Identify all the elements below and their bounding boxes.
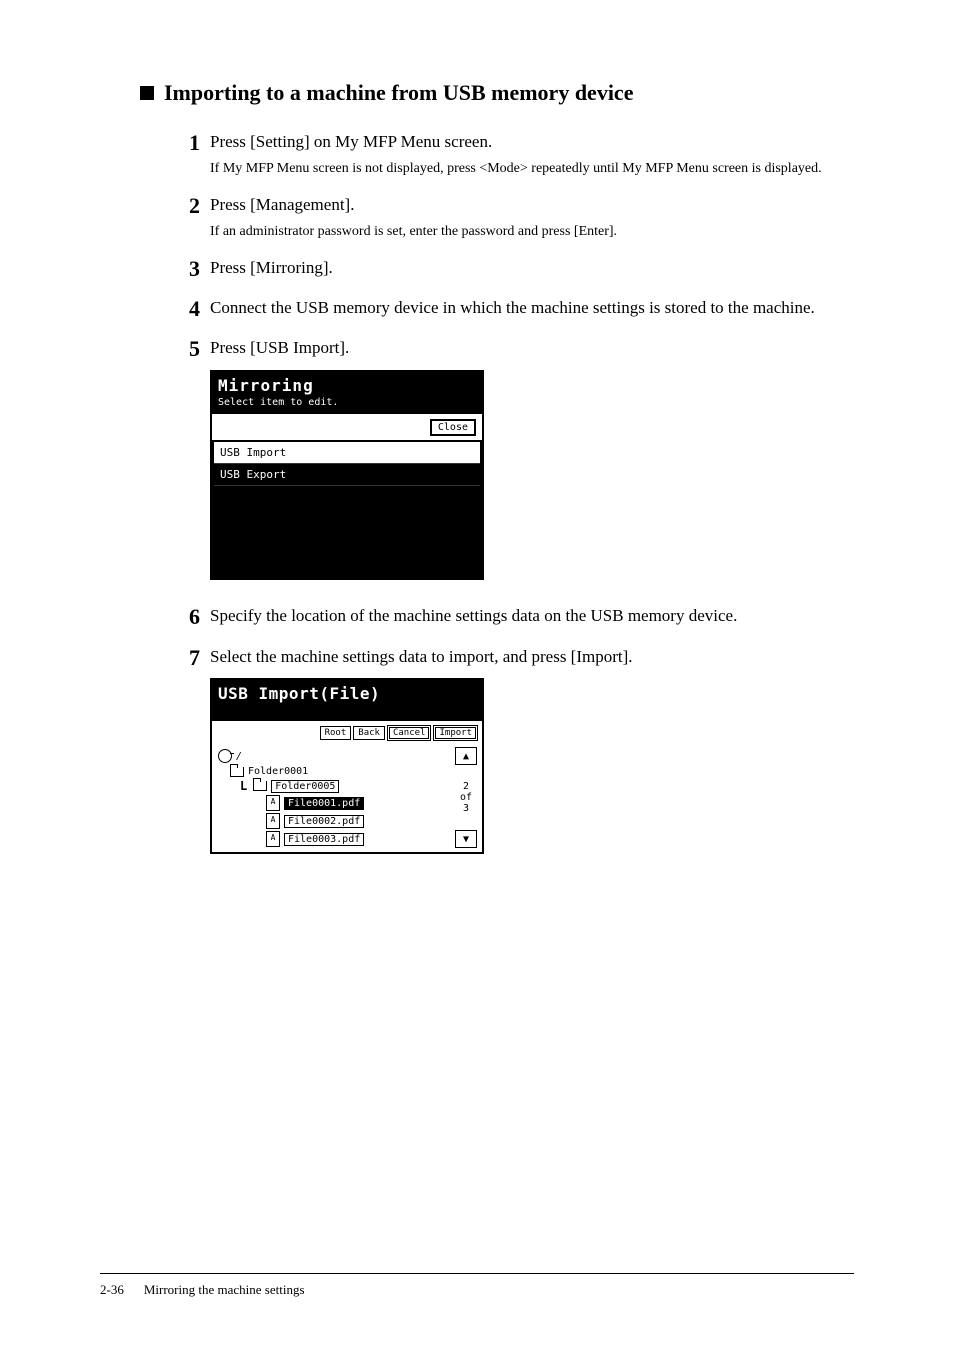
step-main-text: Press [USB Import].	[210, 336, 854, 360]
subtree: L Folder0005 A File0001.pdf	[240, 778, 450, 848]
root-label: /	[236, 751, 242, 762]
step-body: Press [USB Import]. Mirroring Select ite…	[210, 336, 854, 580]
back-button[interactable]: Back	[353, 726, 385, 740]
mirroring-toolbar: Close	[212, 414, 482, 440]
page-footer: 2-36 Mirroring the machine settings	[100, 1273, 854, 1298]
scroll-up-button[interactable]: ▲	[455, 747, 477, 765]
usb-icon	[218, 749, 232, 763]
file-icon: A	[266, 813, 280, 829]
step-sub-text: If My MFP Menu screen is not displayed, …	[210, 158, 854, 179]
step-main-text: Connect the USB memory device in which t…	[210, 296, 854, 320]
page-total: 3	[460, 803, 472, 814]
file-label: File0003.pdf	[284, 833, 364, 846]
folder-label: Folder0005	[271, 780, 339, 793]
page-number: 2-36	[100, 1282, 124, 1298]
step-3: 3 Press [Mirroring].	[170, 256, 854, 282]
mirroring-padding	[212, 488, 482, 578]
step-main-text: Specify the location of the machine sett…	[210, 604, 854, 628]
step-body: Press [Management]. If an administrator …	[210, 193, 854, 242]
bullet-square-icon	[140, 86, 154, 100]
mirroring-title: Mirroring	[218, 376, 476, 395]
step-7: 7 Select the machine settings data to im…	[170, 645, 854, 855]
scroll-down-button[interactable]: ▼	[455, 830, 477, 848]
step-4: 4 Connect the USB memory device in which…	[170, 296, 854, 322]
step-5: 5 Press [USB Import]. Mirroring Select i…	[170, 336, 854, 580]
step-sub-text: If an administrator password is set, ent…	[210, 221, 854, 242]
page-indicator: 2 of 3	[460, 781, 472, 814]
step-number: 5	[170, 336, 210, 362]
usb-header: USB Import(File)	[212, 680, 482, 721]
file-row[interactable]: A File0003.pdf	[266, 830, 450, 848]
mirroring-list: USB Import USB Export	[212, 440, 482, 488]
step-body: Specify the location of the machine sett…	[210, 604, 854, 628]
page-of: of	[460, 792, 472, 803]
section-heading: Importing to a machine from USB memory d…	[140, 80, 854, 106]
usb-import-item[interactable]: USB Import	[214, 442, 480, 464]
root-row: /	[218, 747, 450, 765]
folder-row[interactable]: Folder0001	[230, 765, 450, 778]
step-main-text: Press [Management].	[210, 193, 854, 217]
step-number: 4	[170, 296, 210, 322]
step-2: 2 Press [Management]. If an administrato…	[170, 193, 854, 242]
page-content: Importing to a machine from USB memory d…	[0, 0, 954, 854]
step-number: 6	[170, 604, 210, 630]
file-tree: / Folder0001 L Folder0005	[218, 747, 450, 848]
file-row[interactable]: A File0002.pdf	[266, 812, 450, 830]
usb-window: USB Import(File) Root Back Cancel Import…	[210, 678, 484, 854]
cancel-button[interactable]: Cancel	[387, 725, 432, 741]
step-body: Connect the USB memory device in which t…	[210, 296, 854, 320]
mirroring-subtitle: Select item to edit.	[218, 397, 476, 408]
step-number: 1	[170, 130, 210, 156]
step-main-text: Press [Setting] on My MFP Menu screen.	[210, 130, 854, 154]
file-icon: A	[266, 831, 280, 847]
step-number: 2	[170, 193, 210, 219]
step-number: 7	[170, 645, 210, 671]
mirroring-screenshot: Mirroring Select item to edit. Close USB…	[210, 370, 854, 580]
folder-icon	[230, 767, 244, 777]
file-label: File0001.pdf	[284, 797, 364, 810]
file-label: File0002.pdf	[284, 815, 364, 828]
usb-title: USB Import(File)	[218, 684, 476, 703]
mirroring-header: Mirroring Select item to edit.	[212, 372, 482, 414]
step-main-text: Press [Mirroring].	[210, 256, 854, 280]
file-list: A File0001.pdf A File0002.pdf A	[266, 794, 450, 848]
file-icon: A	[266, 795, 280, 811]
usb-body: / Folder0001 L Folder0005	[212, 745, 482, 852]
folder-icon	[253, 781, 267, 791]
step-body: Press [Mirroring].	[210, 256, 854, 280]
usb-toolbar: Root Back Cancel Import	[212, 721, 482, 745]
scroll-side: ▲ 2 of 3 ▼	[454, 747, 478, 848]
section-title: Importing to a machine from USB memory d…	[164, 80, 633, 106]
folder-row[interactable]: L Folder0005	[240, 778, 450, 794]
tree-connector-icon: L	[240, 779, 247, 793]
step-6: 6 Specify the location of the machine se…	[170, 604, 854, 630]
import-button[interactable]: Import	[433, 725, 478, 741]
step-body: Press [Setting] on My MFP Menu screen. I…	[210, 130, 854, 179]
folder-label: Folder0001	[248, 766, 308, 777]
usb-import-screenshot: USB Import(File) Root Back Cancel Import…	[210, 678, 854, 854]
page-current: 2	[460, 781, 472, 792]
step-body: Select the machine settings data to impo…	[210, 645, 854, 855]
close-button[interactable]: Close	[430, 419, 476, 436]
file-row[interactable]: A File0001.pdf	[266, 794, 450, 812]
usb-export-item[interactable]: USB Export	[214, 464, 480, 486]
mirroring-window: Mirroring Select item to edit. Close USB…	[210, 370, 484, 580]
step-1: 1 Press [Setting] on My MFP Menu screen.…	[170, 130, 854, 179]
step-main-text: Select the machine settings data to impo…	[210, 645, 854, 669]
footer-label: Mirroring the machine settings	[144, 1282, 305, 1298]
step-number: 3	[170, 256, 210, 282]
root-button[interactable]: Root	[320, 726, 352, 740]
